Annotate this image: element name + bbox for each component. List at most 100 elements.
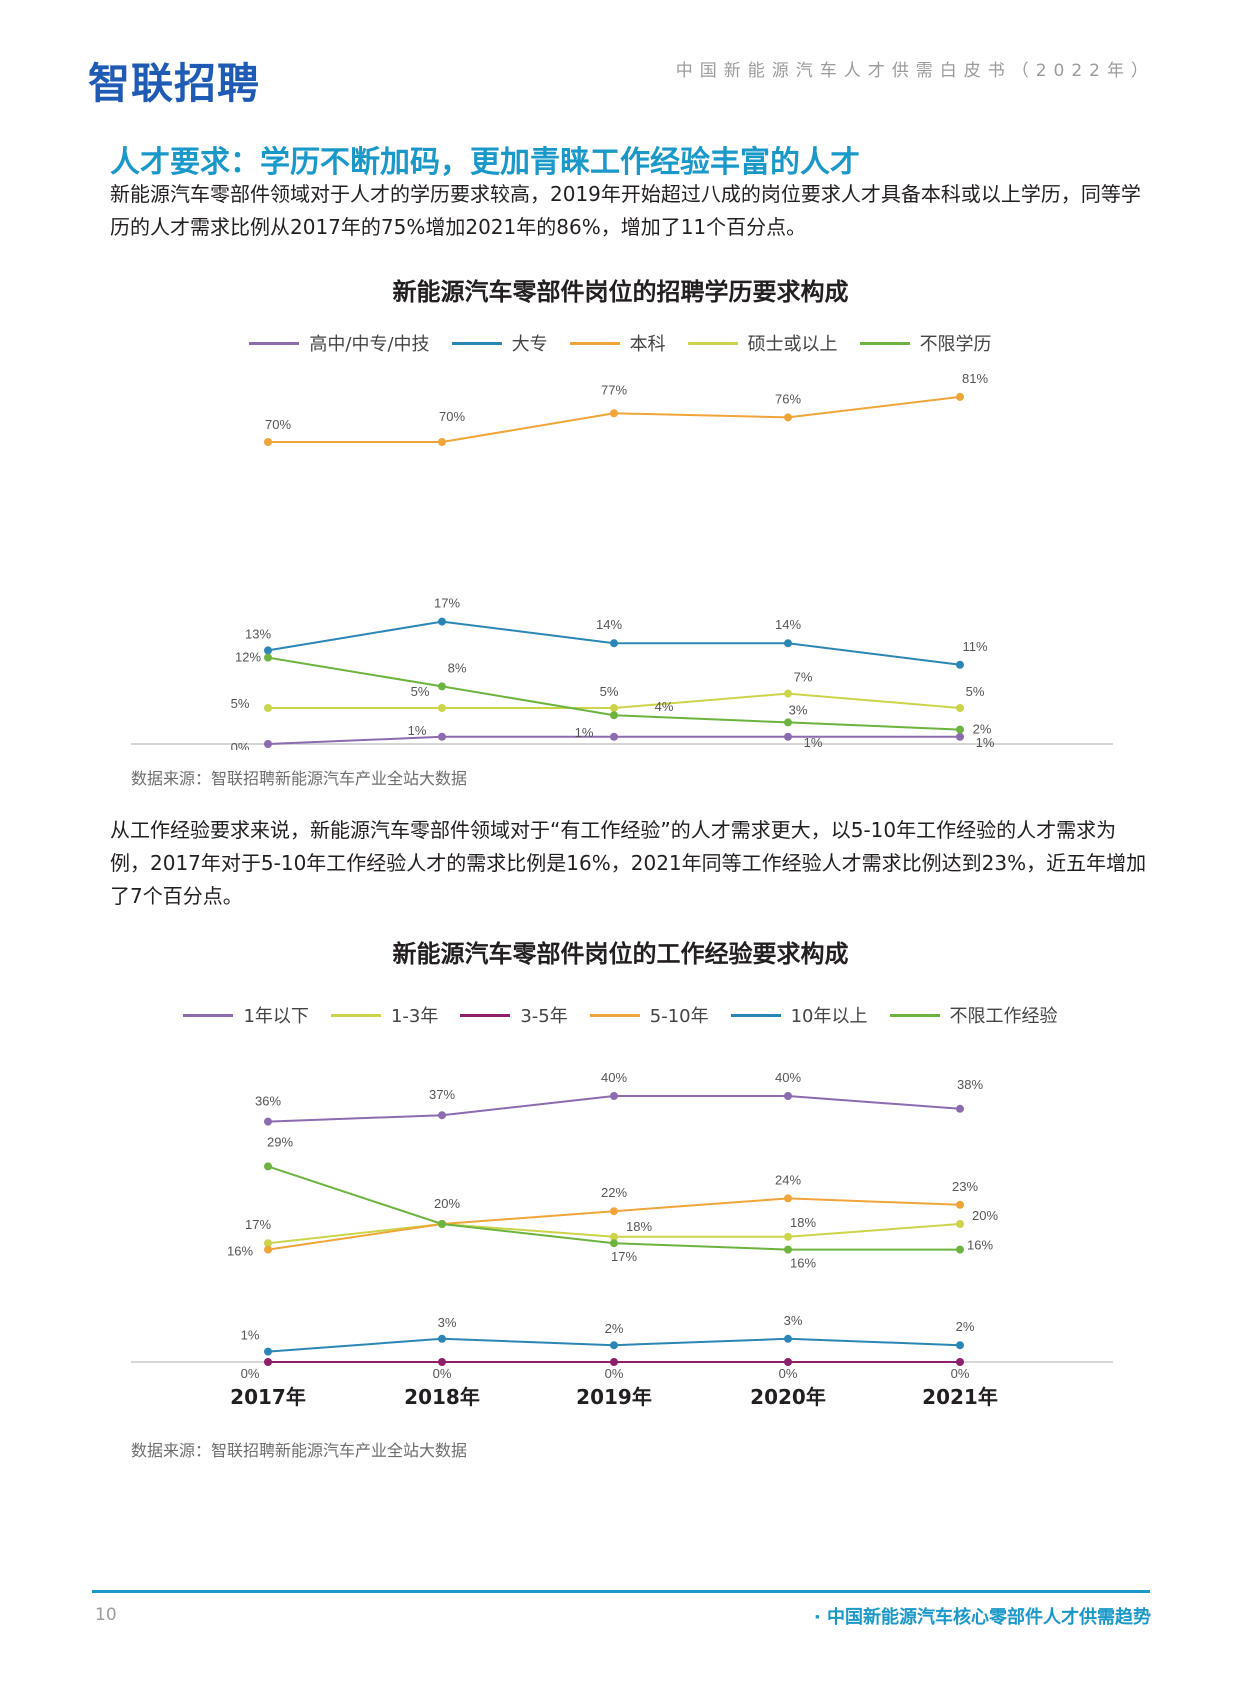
- data-point: [438, 438, 446, 446]
- chart2-source: 数据来源：智联招聘新能源汽车产业全站大数据: [131, 1441, 468, 1460]
- data-point: [264, 1347, 272, 1356]
- data-label: 0%: [951, 1366, 970, 1381]
- data-label: 14%: [596, 617, 622, 632]
- legend-swatch: [330, 1013, 381, 1017]
- data-point: [438, 1358, 446, 1366]
- series-line-3: [268, 395, 961, 443]
- data-point: [784, 1334, 792, 1343]
- data-label: 1%: [575, 725, 594, 740]
- data-label: 0%: [231, 740, 250, 750]
- legend-swatch: [460, 1013, 511, 1017]
- legend-item-4: 硕士或以上: [687, 330, 838, 356]
- data-point: [956, 725, 964, 734]
- x-tick-label: 2021年: [922, 1385, 998, 1409]
- data-label: 38%: [957, 1077, 983, 1092]
- data-point: [784, 1194, 792, 1203]
- data-point: [264, 740, 272, 748]
- legend-swatch: [589, 1013, 640, 1017]
- data-label: 17%: [245, 1217, 271, 1232]
- data-label: 17%: [611, 1249, 637, 1264]
- data-point: [438, 682, 446, 691]
- data-point: [264, 646, 272, 655]
- data-point: [956, 1341, 964, 1350]
- data-point: [264, 1117, 272, 1126]
- data-label: 5%: [231, 696, 250, 711]
- data-label: 2%: [973, 722, 992, 737]
- data-point: [784, 689, 792, 698]
- legend-swatch: [249, 341, 300, 345]
- legend-item-6: 不限工作经验: [889, 1002, 1058, 1028]
- data-point: [438, 1334, 446, 1343]
- data-point: [610, 704, 618, 712]
- legend-label: 高中/中专/中技: [309, 334, 430, 355]
- data-label: 16%: [790, 1256, 816, 1271]
- legend-label: 1-3年: [390, 1006, 439, 1027]
- data-label: 2%: [956, 1319, 975, 1334]
- data-label: 24%: [775, 1172, 801, 1187]
- section-heading: 人才要求：学历不断加码，更加青睐工作经验丰富的人才: [110, 145, 860, 180]
- chart2-title: 新能源汽车零部件岗位的工作经验要求构成: [392, 940, 849, 968]
- data-point: [264, 704, 272, 712]
- data-point: [610, 409, 618, 418]
- data-point: [956, 732, 964, 741]
- data-label: 18%: [626, 1219, 652, 1234]
- data-point: [610, 1207, 618, 1216]
- paragraph-education: 新能源汽车零部件领域对于人才的学历要求较高，2019年开始超过八成的岗位要求人才…: [110, 182, 1141, 239]
- chart1-source: 数据来源：智联招聘新能源汽车产业全站大数据: [131, 769, 468, 788]
- data-label: 4%: [655, 699, 674, 714]
- document-title: 中国新能源汽车人才供需白皮书（2022年）: [675, 61, 1155, 81]
- data-point: [784, 1092, 792, 1100]
- page-number: 10: [95, 1605, 117, 1625]
- data-label: 8%: [448, 660, 467, 675]
- legend-swatch: [451, 341, 502, 345]
- data-point: [784, 1358, 792, 1366]
- legend-item-4: 5-10年: [589, 1002, 709, 1028]
- legend-item-1: 高中/中专/中技: [249, 330, 430, 356]
- footer-caption: · 中国新能源汽车核心零部件人才供需趋势: [813, 1607, 1151, 1628]
- legend-swatch: [569, 341, 620, 345]
- data-label: 77%: [601, 382, 627, 397]
- legend-label: 硕士或以上: [747, 334, 838, 355]
- legend-label: 本科: [629, 334, 666, 355]
- data-point: [610, 1341, 618, 1350]
- data-label: 70%: [265, 417, 291, 432]
- data-label: 2%: [605, 1321, 624, 1336]
- data-label: 0%: [433, 1366, 452, 1381]
- data-label: 81%: [962, 371, 988, 386]
- data-point: [610, 711, 618, 720]
- data-point: [956, 1200, 964, 1209]
- data-label: 18%: [790, 1215, 816, 1230]
- data-point: [264, 1162, 272, 1171]
- data-point: [264, 653, 272, 662]
- data-point: [956, 704, 964, 712]
- x-tick-label: 2017年: [230, 1385, 306, 1409]
- legend-swatch: [889, 1013, 940, 1017]
- data-label: 16%: [967, 1238, 993, 1253]
- data-point: [784, 639, 792, 648]
- data-label: 13%: [245, 626, 271, 641]
- data-label: 0%: [241, 1366, 260, 1381]
- data-point: [438, 1111, 446, 1120]
- data-label: 11%: [962, 639, 987, 654]
- data-label: 22%: [601, 1185, 627, 1200]
- data-point: [438, 1220, 446, 1228]
- data-label: 16%: [227, 1244, 253, 1259]
- legend-item-1: 1年以下: [183, 1002, 309, 1028]
- legend-label: 5-10年: [649, 1006, 709, 1027]
- data-label: 20%: [434, 1196, 460, 1211]
- data-point: [956, 1245, 964, 1254]
- data-label: 0%: [779, 1366, 798, 1381]
- x-tick-label: 2018年: [404, 1385, 480, 1409]
- legend-swatch: [687, 341, 738, 345]
- legend-label: 大专: [511, 334, 548, 355]
- data-label: 3%: [438, 1315, 457, 1330]
- data-point: [956, 1358, 964, 1366]
- data-point: [610, 1232, 618, 1241]
- data-label: 5%: [966, 684, 985, 699]
- footer-divider: [92, 1590, 1150, 1593]
- data-point: [610, 1239, 618, 1248]
- data-label: 76%: [775, 391, 801, 406]
- legend-label: 3-5年: [520, 1006, 568, 1027]
- data-label: 14%: [775, 617, 801, 632]
- legend-swatch: [730, 1013, 781, 1017]
